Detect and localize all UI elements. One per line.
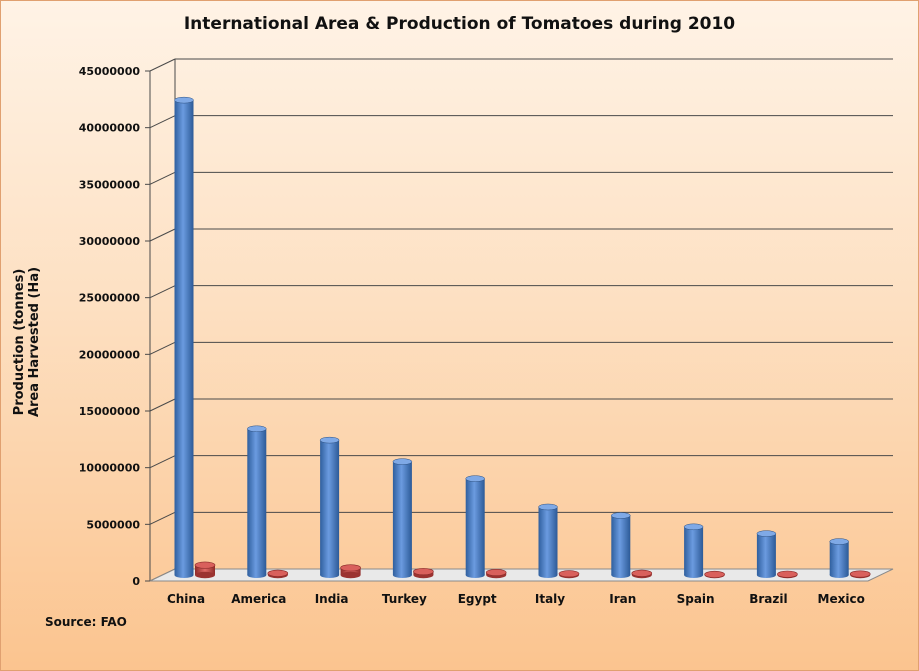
x-category-label: China xyxy=(167,592,205,606)
bar-series2-top xyxy=(340,564,361,572)
bar-series1-top xyxy=(319,436,340,444)
bar-series1-top xyxy=(611,512,631,519)
bar-series1-top xyxy=(247,425,267,433)
x-category-label: Italy xyxy=(535,592,565,606)
bar-series1-body xyxy=(392,461,412,575)
bar-series1-base xyxy=(465,572,485,578)
bar-series1-body xyxy=(756,533,776,575)
bar-series2 xyxy=(631,569,653,579)
bar-series1-body xyxy=(684,526,704,575)
bar-series1-top xyxy=(465,475,485,482)
bar-series2 xyxy=(777,570,798,579)
gridline-diagonal xyxy=(149,285,176,299)
bar-series1-body xyxy=(611,515,631,575)
gridline-diagonal xyxy=(149,398,176,412)
bar-series2-top xyxy=(631,569,653,577)
gridline-diagonal xyxy=(149,171,176,185)
y-tick-label: 25000000 xyxy=(79,292,141,305)
y-tick-label: 40000000 xyxy=(79,122,141,135)
bar-series1 xyxy=(174,96,194,578)
y-tick-label: 10000000 xyxy=(79,462,141,475)
bar-series1 xyxy=(756,530,777,578)
y-tick-label: 5000000 xyxy=(86,518,140,531)
bar-series2 xyxy=(413,568,434,579)
gridline-diagonal xyxy=(149,455,176,469)
bar-series1-body xyxy=(247,428,267,575)
bar-series2-body xyxy=(195,565,215,575)
bar-series1 xyxy=(611,512,631,578)
bar-series2 xyxy=(267,569,289,579)
bar-series2-top xyxy=(194,561,216,569)
x-category-label: India xyxy=(315,592,349,606)
bar-series2-top xyxy=(485,569,507,577)
bar-series1-base xyxy=(684,572,704,578)
bar-series1 xyxy=(392,458,413,578)
y-tick-label: 45000000 xyxy=(79,65,141,78)
bar-series1 xyxy=(829,538,849,578)
bar-series1-base xyxy=(320,572,340,578)
bar-series1 xyxy=(319,436,340,578)
x-category-label: Turkey xyxy=(382,592,427,606)
y-tick-label: 30000000 xyxy=(79,235,141,248)
bar-series1-body xyxy=(320,440,340,575)
bar-series2-top xyxy=(558,570,580,578)
bar-series2 xyxy=(340,564,361,579)
y-tick-label: 0 xyxy=(132,575,140,588)
bar-series1-base xyxy=(611,572,631,578)
gridline-diagonal xyxy=(149,115,176,129)
bar-series2-top xyxy=(267,569,289,577)
bar-series1-base xyxy=(756,572,776,578)
bar-series1-top xyxy=(392,458,413,465)
x-category-label: Mexico xyxy=(818,592,865,606)
gridline-diagonal xyxy=(149,58,176,72)
bar-series2 xyxy=(485,569,507,579)
gridline-diagonal xyxy=(149,228,176,242)
bar-series1-base xyxy=(538,572,558,578)
bar-series1-top xyxy=(829,538,849,545)
y-tick-label: 35000000 xyxy=(79,178,141,191)
bar-series2-body xyxy=(340,567,361,575)
bar-series2 xyxy=(704,570,725,579)
bar-series1-base xyxy=(174,572,194,578)
bar-series1-base xyxy=(392,572,412,578)
bar-series2-top xyxy=(849,570,871,578)
bar-series2 xyxy=(558,570,580,579)
bar-series2 xyxy=(194,561,216,579)
x-category-label: Spain xyxy=(677,592,715,606)
x-category-label: Brazil xyxy=(749,592,787,606)
bar-series1 xyxy=(683,523,704,578)
y-tick-label: 15000000 xyxy=(79,405,141,418)
chart-title: International Area & Production of Tomat… xyxy=(183,14,736,34)
x-category-label: America xyxy=(231,592,286,606)
bar-series2-base xyxy=(195,571,215,579)
bar-series1-base xyxy=(247,572,267,578)
source-note: Source: FAO xyxy=(45,615,127,629)
bar-series1 xyxy=(465,475,485,578)
bar-series1-base xyxy=(829,572,849,578)
bar-series2 xyxy=(849,570,871,579)
bar-series1 xyxy=(247,425,267,578)
bar-series1-body xyxy=(829,541,849,575)
bar-series1-body xyxy=(465,478,485,575)
bar-series2-base xyxy=(340,571,361,579)
bar-series1-top xyxy=(538,503,558,511)
bar-series1-top xyxy=(174,96,194,104)
x-category-label: Egypt xyxy=(458,592,497,606)
y-tick-label: 20000000 xyxy=(79,348,141,361)
gridline-diagonal xyxy=(149,341,176,355)
bar-series1-body xyxy=(538,507,558,575)
bar-series1-top xyxy=(756,530,777,537)
x-category-label: Iran xyxy=(609,592,636,606)
bar-series1-top xyxy=(683,523,704,531)
bar-series2-top xyxy=(413,568,434,576)
bar-series2-top xyxy=(777,570,798,578)
bar-series1-body xyxy=(174,100,194,575)
bar-series1 xyxy=(538,503,558,578)
bar-series2-top xyxy=(704,570,725,578)
gridline-diagonal xyxy=(149,511,176,525)
